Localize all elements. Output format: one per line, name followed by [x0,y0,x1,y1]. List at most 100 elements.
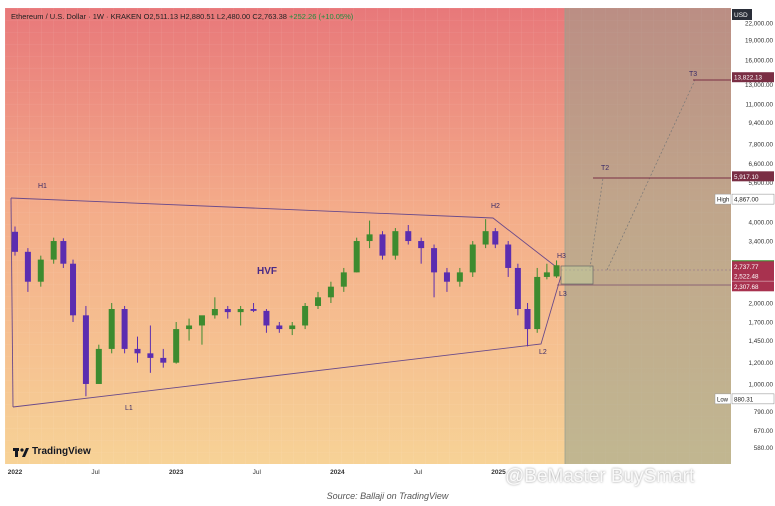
symbol-name: Ethereum / U.S. Dollar [11,12,87,21]
candle-body [12,231,18,252]
candle-body [443,272,450,282]
label-t2: T2 [601,165,609,172]
price-label: 13,822.13 [734,75,763,82]
candle-body [553,265,560,277]
candle-body [108,309,115,349]
y-tick-label: 1,450.00 [748,338,773,345]
price-label: 5,917.10 [734,174,759,181]
x-tick-label: 2022 [8,469,23,476]
candle-body [198,315,205,326]
y-tick-label: 16,000.00 [745,58,774,65]
chart-area[interactable]: H1 H2 H3 L1 L2 L3 T2 T3 HVF High Low Ethe… [5,8,731,464]
y-tick-label: 3,400.00 [748,239,773,246]
candle-body [456,272,463,282]
y-tick-label: 1,200.00 [748,360,773,367]
y-tick-label: 6,600.00 [748,161,773,168]
candle-body [121,309,128,349]
entry-box [560,265,594,285]
y-tick-label: 4,000.00 [748,220,773,227]
y-tick-label: 790.00 [754,409,774,416]
y-tick-label: 1,000.00 [748,381,773,388]
hvf-left-edge [10,197,14,408]
candle-body [469,244,476,273]
ohlc-change: +252.26 (+10.05%) [289,12,354,21]
ohlc-open: O2,511.13 [143,12,179,21]
y-tick-label: 9,400.00 [748,120,773,127]
y-tick-label: 7,800.00 [748,142,773,149]
watermark: @BeMaster BuySmart [505,466,695,487]
time-axis[interactable]: 2022 Jul 2023 Jul 2024 Jul 2025 [5,464,731,478]
candle-body [224,309,231,313]
candle-body [82,315,89,384]
currency-badge: USD [734,12,748,19]
label-hvf: HVF [257,266,277,277]
interval[interactable]: 1W [92,12,104,21]
price-tag-bg [714,193,731,205]
price-label-bg [732,281,774,292]
price-chart[interactable]: H1 H2 H3 L1 L2 L3 T2 T3 HVF High Low [5,8,731,464]
exchange: KRAKEN [110,12,142,21]
candle-body [160,357,167,363]
candle-body [505,244,512,268]
candle-body [379,234,386,256]
tradingview-logo-text: TradingView [32,446,91,457]
label-l3: L3 [559,291,567,298]
y-tick-label: 1,700.00 [748,319,773,326]
price-label: 2,522.48 [734,273,759,280]
candle-body [50,241,57,260]
future-zone [565,8,731,464]
label-l2: L2 [539,349,547,356]
candle-body [250,309,257,311]
price-label-bg [732,72,774,83]
y-tick-label: 2,000.00 [748,301,773,308]
candle-body [514,267,521,310]
label-h2: H2 [491,203,500,210]
candle-body [186,325,193,330]
y-tick-label: 670.00 [754,428,774,435]
candle-body [524,309,531,330]
y-tick-label: 5,600.00 [748,180,773,187]
candle-body [24,251,31,282]
y-tick-label: 580.00 [754,445,774,452]
candle-body [147,353,154,358]
label-t3: T3 [689,71,697,78]
candle-body [60,241,67,264]
price-label-bg [731,193,775,205]
price-axis-svg: USD 22,000.00 19,000.00 16,000.00 13,000.00… [731,8,775,464]
price-label-bg [732,261,774,272]
price-label-bg [731,393,775,405]
candle-body [37,259,44,282]
x-tick-label: Jul [91,469,100,476]
candle-body [263,310,270,326]
candle-body [482,231,489,245]
candle-body [392,231,399,256]
t3-projection-line [606,79,696,271]
candle-body [95,348,102,384]
candle-body [315,297,322,306]
price-label: 2,737.77 [734,264,759,271]
candle-body [353,241,360,273]
price-label: 880.31 [734,396,754,403]
source-caption: Source: Ballaji on TradingView [326,491,449,501]
candle-body [302,305,309,326]
price-label: 4,867.00 [734,197,759,204]
candle-body [431,248,438,273]
tradingview-logo[interactable]: TradingView [13,446,91,457]
y-tick-label: 19,000.00 [745,38,774,45]
x-tick-label: Jul [414,469,423,476]
candle-body [327,286,334,298]
x-tick-label: 2025 [491,469,506,476]
price-axis[interactable]: USD 22,000.00 19,000.00 16,000.00 13,000.00… [731,8,775,464]
label-h3: H3 [557,253,566,260]
t2-projection-line [589,177,604,269]
y-tick-label: 11,000.00 [745,101,773,108]
candle-body [134,348,141,354]
y-tick-label: 22,000.00 [745,20,774,27]
y-tick-label: 13,000.00 [745,82,774,89]
candle-body [173,329,180,363]
candle-body [534,276,541,330]
price-label-bg [732,270,774,281]
candle-body [276,325,283,330]
symbol-header: Ethereum / U.S. Dollar · 1W · KRAKEN O2,… [11,12,354,21]
candle-body [237,309,244,313]
